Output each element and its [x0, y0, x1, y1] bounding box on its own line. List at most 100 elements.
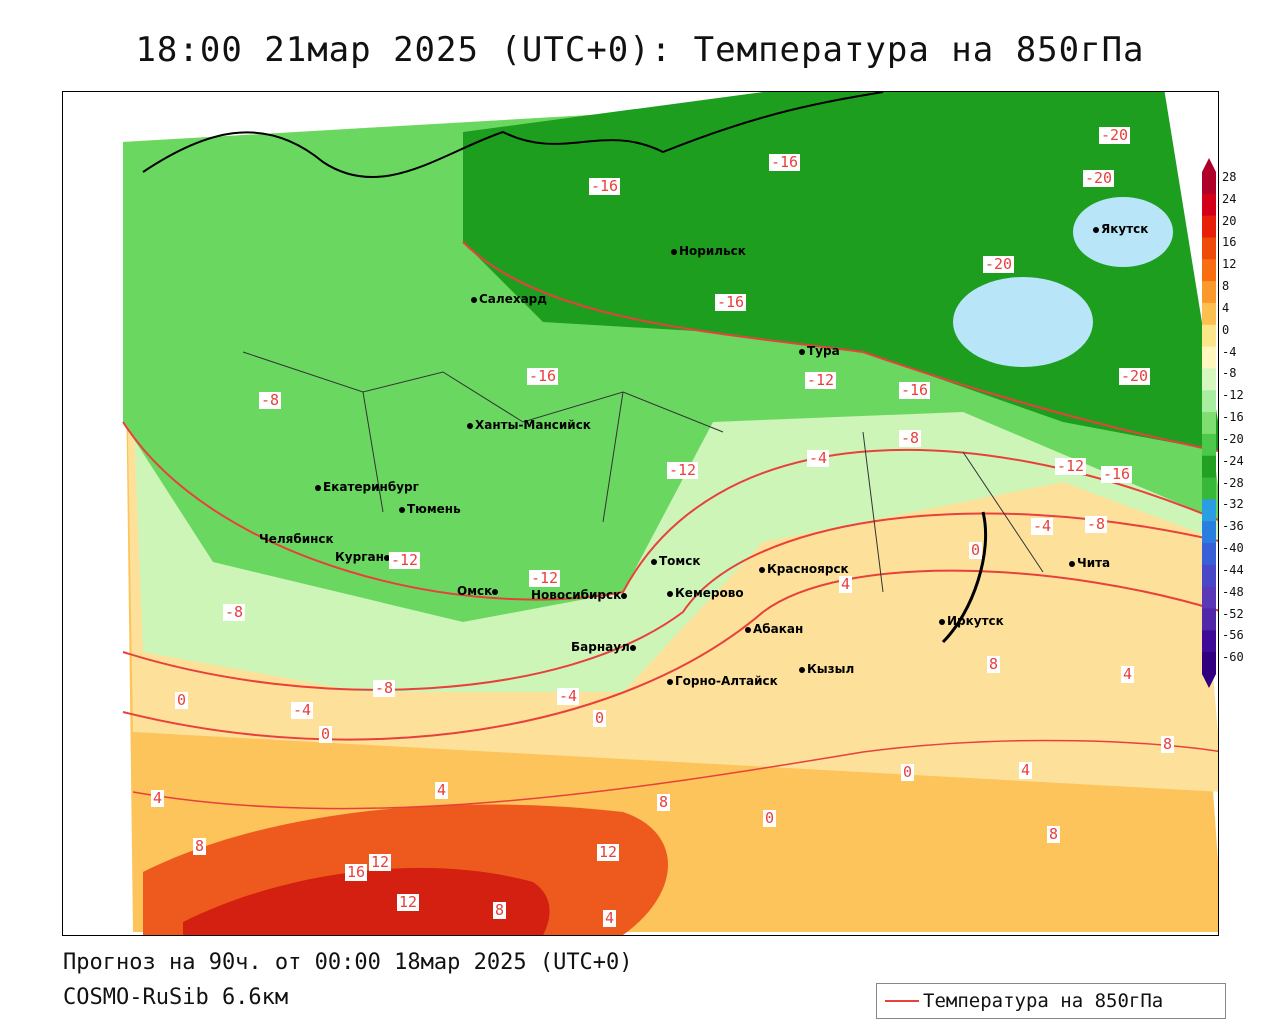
isotherm-label: 0: [319, 725, 333, 743]
isotherm-label: 0: [175, 691, 189, 709]
colorbar-swatch: [1202, 477, 1216, 500]
colorbar-tick-label: -20: [1222, 431, 1244, 446]
colorbar-swatch: [1202, 412, 1216, 435]
isotherm-label: -8: [373, 679, 396, 697]
colorbar-swatch: [1202, 193, 1216, 217]
map-legend: Температура на 850гПа: [876, 983, 1226, 1019]
isotherm-line: [132, 739, 1218, 810]
colorbar-tick-label: -12: [1222, 388, 1244, 403]
city-kemerovo: Кемерово: [667, 586, 744, 600]
colorbar-tick-label: -60: [1222, 650, 1244, 665]
colorbar-swatch: [1202, 302, 1216, 326]
isotherm-label: -16: [589, 177, 621, 195]
colorbar-tick-label: -44: [1222, 562, 1244, 577]
isotherm-label: 0: [901, 763, 915, 781]
colorbar-tick-label: -52: [1222, 606, 1244, 621]
isotherm-label: -8: [223, 603, 246, 621]
isotherm-label: 8: [193, 837, 207, 855]
colorbar-swatch: [1202, 281, 1216, 304]
isotherm-label: 0: [969, 541, 983, 559]
isotherm-label: -12: [1055, 457, 1087, 475]
isotherm-label: 8: [493, 901, 507, 919]
city-yakutsk: Якутск: [1093, 222, 1148, 236]
city-abakan: Абакан: [745, 622, 803, 636]
isotherm-label: -4: [1031, 517, 1054, 535]
isotherm-label: 4: [151, 789, 165, 807]
city-kyzyl: Кызыл: [799, 662, 854, 676]
isotherm-label: 0: [763, 809, 777, 827]
isotherm-label: 4: [1019, 761, 1033, 779]
colorbar-swatch: [1202, 237, 1216, 260]
isotherm-label: -4: [557, 687, 580, 705]
colorbar-swatch: [1202, 499, 1216, 522]
legend-line-swatch: [885, 1000, 919, 1002]
isotherm-line: [122, 569, 1218, 741]
temperature-map: Якутск Норильск Салехард Тура Ханты-Манс…: [62, 91, 1219, 936]
colorbar-tick-label: 24: [1222, 191, 1237, 206]
colorbar-tick-label: -16: [1222, 410, 1244, 425]
colorbar-tick-label: -36: [1222, 519, 1244, 534]
colorbar-swatch: [1202, 390, 1216, 413]
colorbar-swatch: [1202, 346, 1216, 369]
city-barnaul: Барнаул: [571, 640, 638, 654]
city-salekhard: Салехард: [471, 292, 547, 306]
isotherm-label: 8: [987, 655, 1001, 673]
city-novosibirsk: Новосибирск: [531, 588, 629, 602]
isotherm-label: 4: [435, 781, 449, 799]
isotherm-line: [462, 241, 1218, 453]
city-norilsk: Норильск: [671, 244, 746, 258]
colorbar-swatch: [1202, 586, 1216, 610]
isotherm-label: -16: [1101, 465, 1133, 483]
isotherm-label: -12: [805, 371, 837, 389]
isotherm-label: -20: [983, 255, 1015, 273]
isotherm-label: -8: [1085, 515, 1108, 533]
colorbar-tick-label: 12: [1222, 257, 1237, 272]
city-chelyabinsk: Челябинск: [259, 532, 334, 546]
colorbar-tick-label: -40: [1222, 541, 1244, 556]
colorbar-tick-label: -32: [1222, 497, 1244, 512]
colorbar-svg: [1202, 158, 1216, 688]
colorbar-swatch: [1202, 630, 1216, 653]
isotherm-label: 8: [1161, 735, 1175, 753]
city-omsk: Омск: [457, 584, 500, 598]
legend-label: Температура на 850гПа: [923, 990, 1164, 1012]
colorbar-tick-label: 20: [1222, 213, 1237, 228]
colorbar-tick-label: -24: [1222, 453, 1244, 468]
colorbar-swatch: [1202, 521, 1216, 544]
city-gorno-altaysk: Горно-Алтайск: [667, 674, 778, 688]
colorbar-swatch: [1202, 455, 1216, 479]
colorbar-tick-label: -4: [1222, 344, 1237, 359]
isotherm-label: 16: [345, 863, 368, 881]
city-yekaterinburg: Екатеринбург: [315, 480, 419, 494]
isotherm-label: -4: [291, 701, 314, 719]
colorbar-tick-label: 8: [1222, 279, 1230, 294]
city-irkutsk: Иркутск: [939, 614, 1004, 628]
colorbar: [1202, 158, 1216, 688]
colorbar-swatch: [1202, 652, 1216, 675]
colorbar-swatch: [1202, 564, 1216, 588]
city-tomsk: Томск: [651, 554, 701, 568]
isotherm-label: -12: [529, 569, 561, 587]
isotherm-label: -20: [1083, 169, 1115, 187]
city-tyumen: Тюмень: [399, 502, 461, 516]
isotherm-label: -16: [715, 293, 747, 311]
map-canvas: [122, 92, 1218, 935]
colorbar-swatch: [1202, 368, 1216, 391]
isotherm-label: -16: [527, 367, 559, 385]
colorbar-swatch: [1202, 608, 1216, 631]
isotherm-label: 0: [593, 709, 607, 727]
city-kurgan: Курган: [335, 550, 392, 564]
city-tura: Тура: [799, 344, 840, 358]
colorbar-tick-label: -28: [1222, 475, 1244, 490]
isotherm-label: -16: [899, 381, 931, 399]
isotherm-label: 12: [369, 853, 392, 871]
isotherm-label: 8: [657, 793, 671, 811]
colorbar-bottom-arrow: [1202, 674, 1216, 688]
colorbar-swatch: [1202, 259, 1216, 282]
isotherm-label: 12: [597, 843, 620, 861]
colorbar-tick-label: 4: [1222, 300, 1230, 315]
isotherm-label: -4: [807, 449, 830, 467]
colorbar-tick-label: 28: [1222, 170, 1237, 184]
isotherm-line: [122, 512, 1218, 691]
region-borders: [242, 351, 1044, 593]
